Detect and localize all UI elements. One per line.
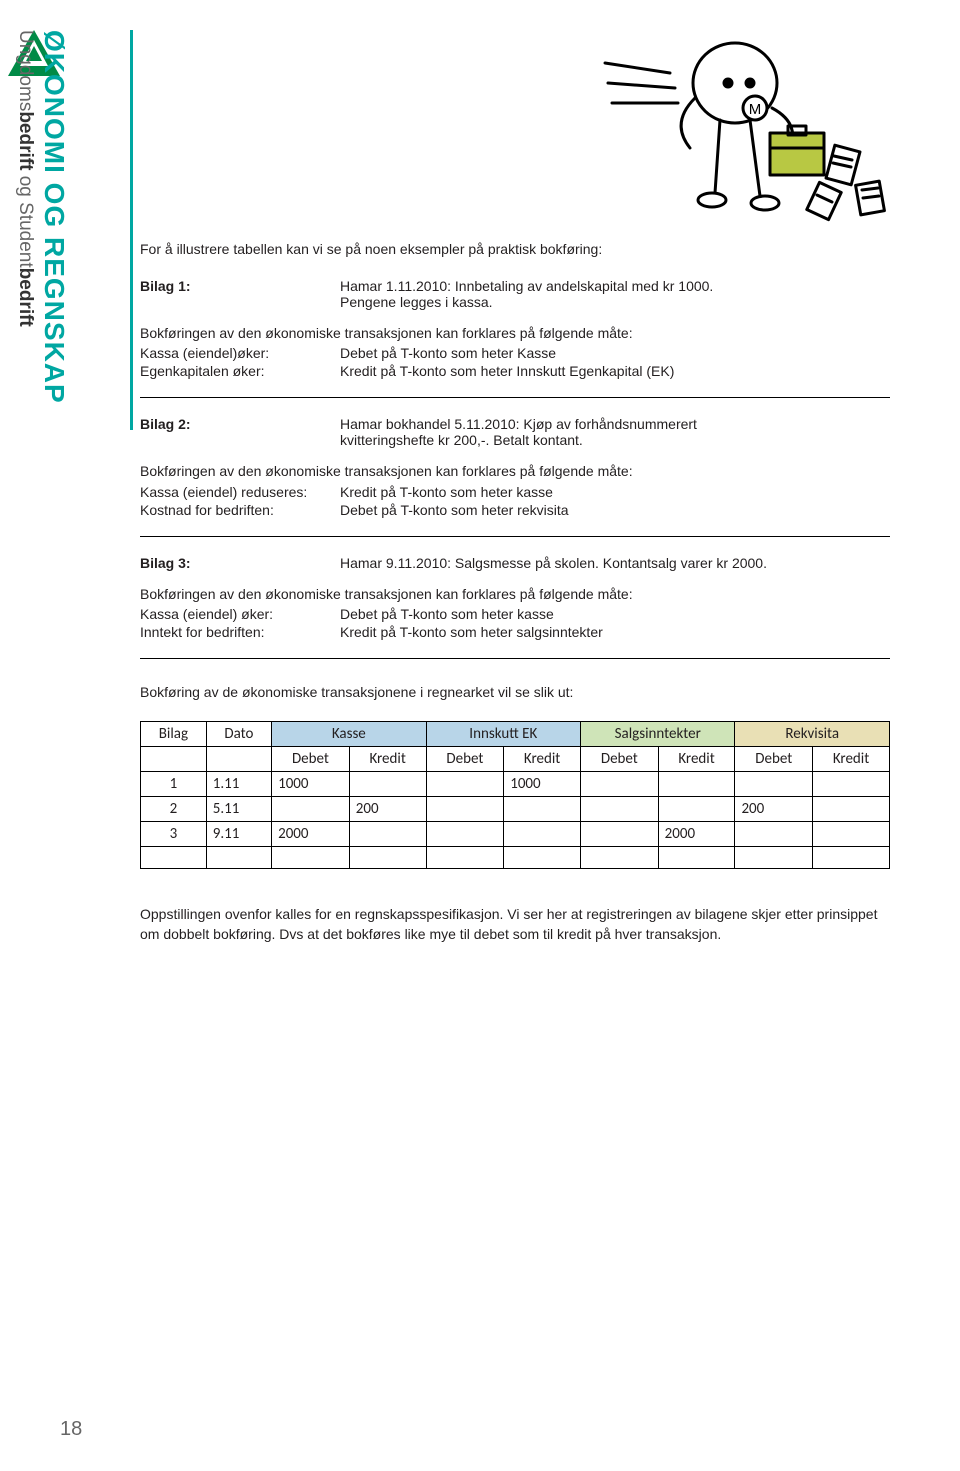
- bilag-1-block: Bilag 1: Hamar 1.11.2010: Innbetaling av…: [140, 278, 890, 380]
- table-intro: Bokføring av de økonomiske transaksjonen…: [140, 683, 890, 703]
- bilag-row: Bilag 2: Hamar bokhandel 5.11.2010: Kjøp…: [140, 416, 890, 448]
- sidebar-rule: [130, 30, 133, 430]
- closing-paragraph: Oppstillingen ovenfor kalles for en regn…: [140, 905, 890, 944]
- divider: [140, 536, 890, 537]
- explain-text: Bokføringen av den økonomiske transaksjo…: [140, 585, 890, 605]
- table-row: [141, 846, 890, 868]
- col-bilag: Bilag: [141, 721, 207, 746]
- bilag-text: Hamar bokhandel 5.11.2010: Kjøp av forhå…: [340, 416, 890, 448]
- table-row: 2 5.11 200 200: [141, 796, 890, 821]
- bilag-3-block: Bilag 3: Hamar 9.11.2010: Salgsmesse på …: [140, 555, 890, 641]
- bilag-text: Hamar 1.11.2010: Innbetaling av andelska…: [340, 278, 890, 310]
- bilag-2-block: Bilag 2: Hamar bokhandel 5.11.2010: Kjøp…: [140, 416, 890, 518]
- sidebar-subtitle: Ungdomsbedrift og Studentbedrift: [14, 30, 36, 430]
- bilag-row: Bilag 1: Hamar 1.11.2010: Innbetaling av…: [140, 278, 890, 310]
- kv-row: Egenkapitalen øker: Kredit på T-konto so…: [140, 363, 890, 379]
- explain-text: Bokføringen av den økonomiske transaksjo…: [140, 462, 890, 482]
- kv-row: Kassa (eiendel) reduseres: Kredit på T-k…: [140, 484, 890, 500]
- col-innskutt: Innskutt EK: [426, 721, 580, 746]
- intro-paragraph: For å illustrere tabellen kan vi se på n…: [140, 240, 890, 260]
- table-subheader-row: Debet Kredit Debet Kredit Debet Kredit D…: [141, 746, 890, 771]
- main-content: For å illustrere tabellen kan vi se på n…: [140, 240, 890, 944]
- ledger-table: Bilag Dato Kasse Innskutt EK Salgsinntek…: [140, 721, 890, 869]
- divider: [140, 397, 890, 398]
- col-rekvisita: Rekvisita: [735, 721, 890, 746]
- cartoon-illustration-icon: M: [600, 28, 900, 228]
- explain-text: Bokføringen av den økonomiske transaksjo…: [140, 324, 890, 344]
- table-row: 3 9.11 2000 2000: [141, 821, 890, 846]
- bilag-row: Bilag 3: Hamar 9.11.2010: Salgsmesse på …: [140, 555, 890, 571]
- col-dato: Dato: [206, 721, 271, 746]
- bilag-label: Bilag 3:: [140, 555, 340, 571]
- svg-text:M: M: [749, 101, 762, 118]
- bilag-text: Hamar 9.11.2010: Salgsmesse på skolen. K…: [340, 555, 890, 571]
- bilag-label: Bilag 1:: [140, 278, 340, 310]
- sidebar-title: ØKONOMI OG REGNSKAP: [38, 30, 70, 430]
- col-salg: Salgsinntekter: [581, 721, 735, 746]
- sidebar-heading: ØKONOMI OG REGNSKAP Ungdomsbedrift og St…: [14, 30, 70, 430]
- kv-row: Kassa (eiendel) øker: Debet på T-konto s…: [140, 606, 890, 622]
- divider: [140, 658, 890, 659]
- bilag-label: Bilag 2:: [140, 416, 340, 448]
- kv-row: Inntekt for bedriften: Kredit på T-konto…: [140, 624, 890, 640]
- page-number: 18: [60, 1418, 82, 1441]
- table-row: 1 1.11 1000 1000: [141, 771, 890, 796]
- kv-row: Kostnad for bedriften: Debet på T-konto …: [140, 502, 890, 518]
- col-kasse: Kasse: [272, 721, 426, 746]
- kv-row: Kassa (eiendel)øker: Debet på T-konto so…: [140, 345, 890, 361]
- table-header-row: Bilag Dato Kasse Innskutt EK Salgsinntek…: [141, 721, 890, 746]
